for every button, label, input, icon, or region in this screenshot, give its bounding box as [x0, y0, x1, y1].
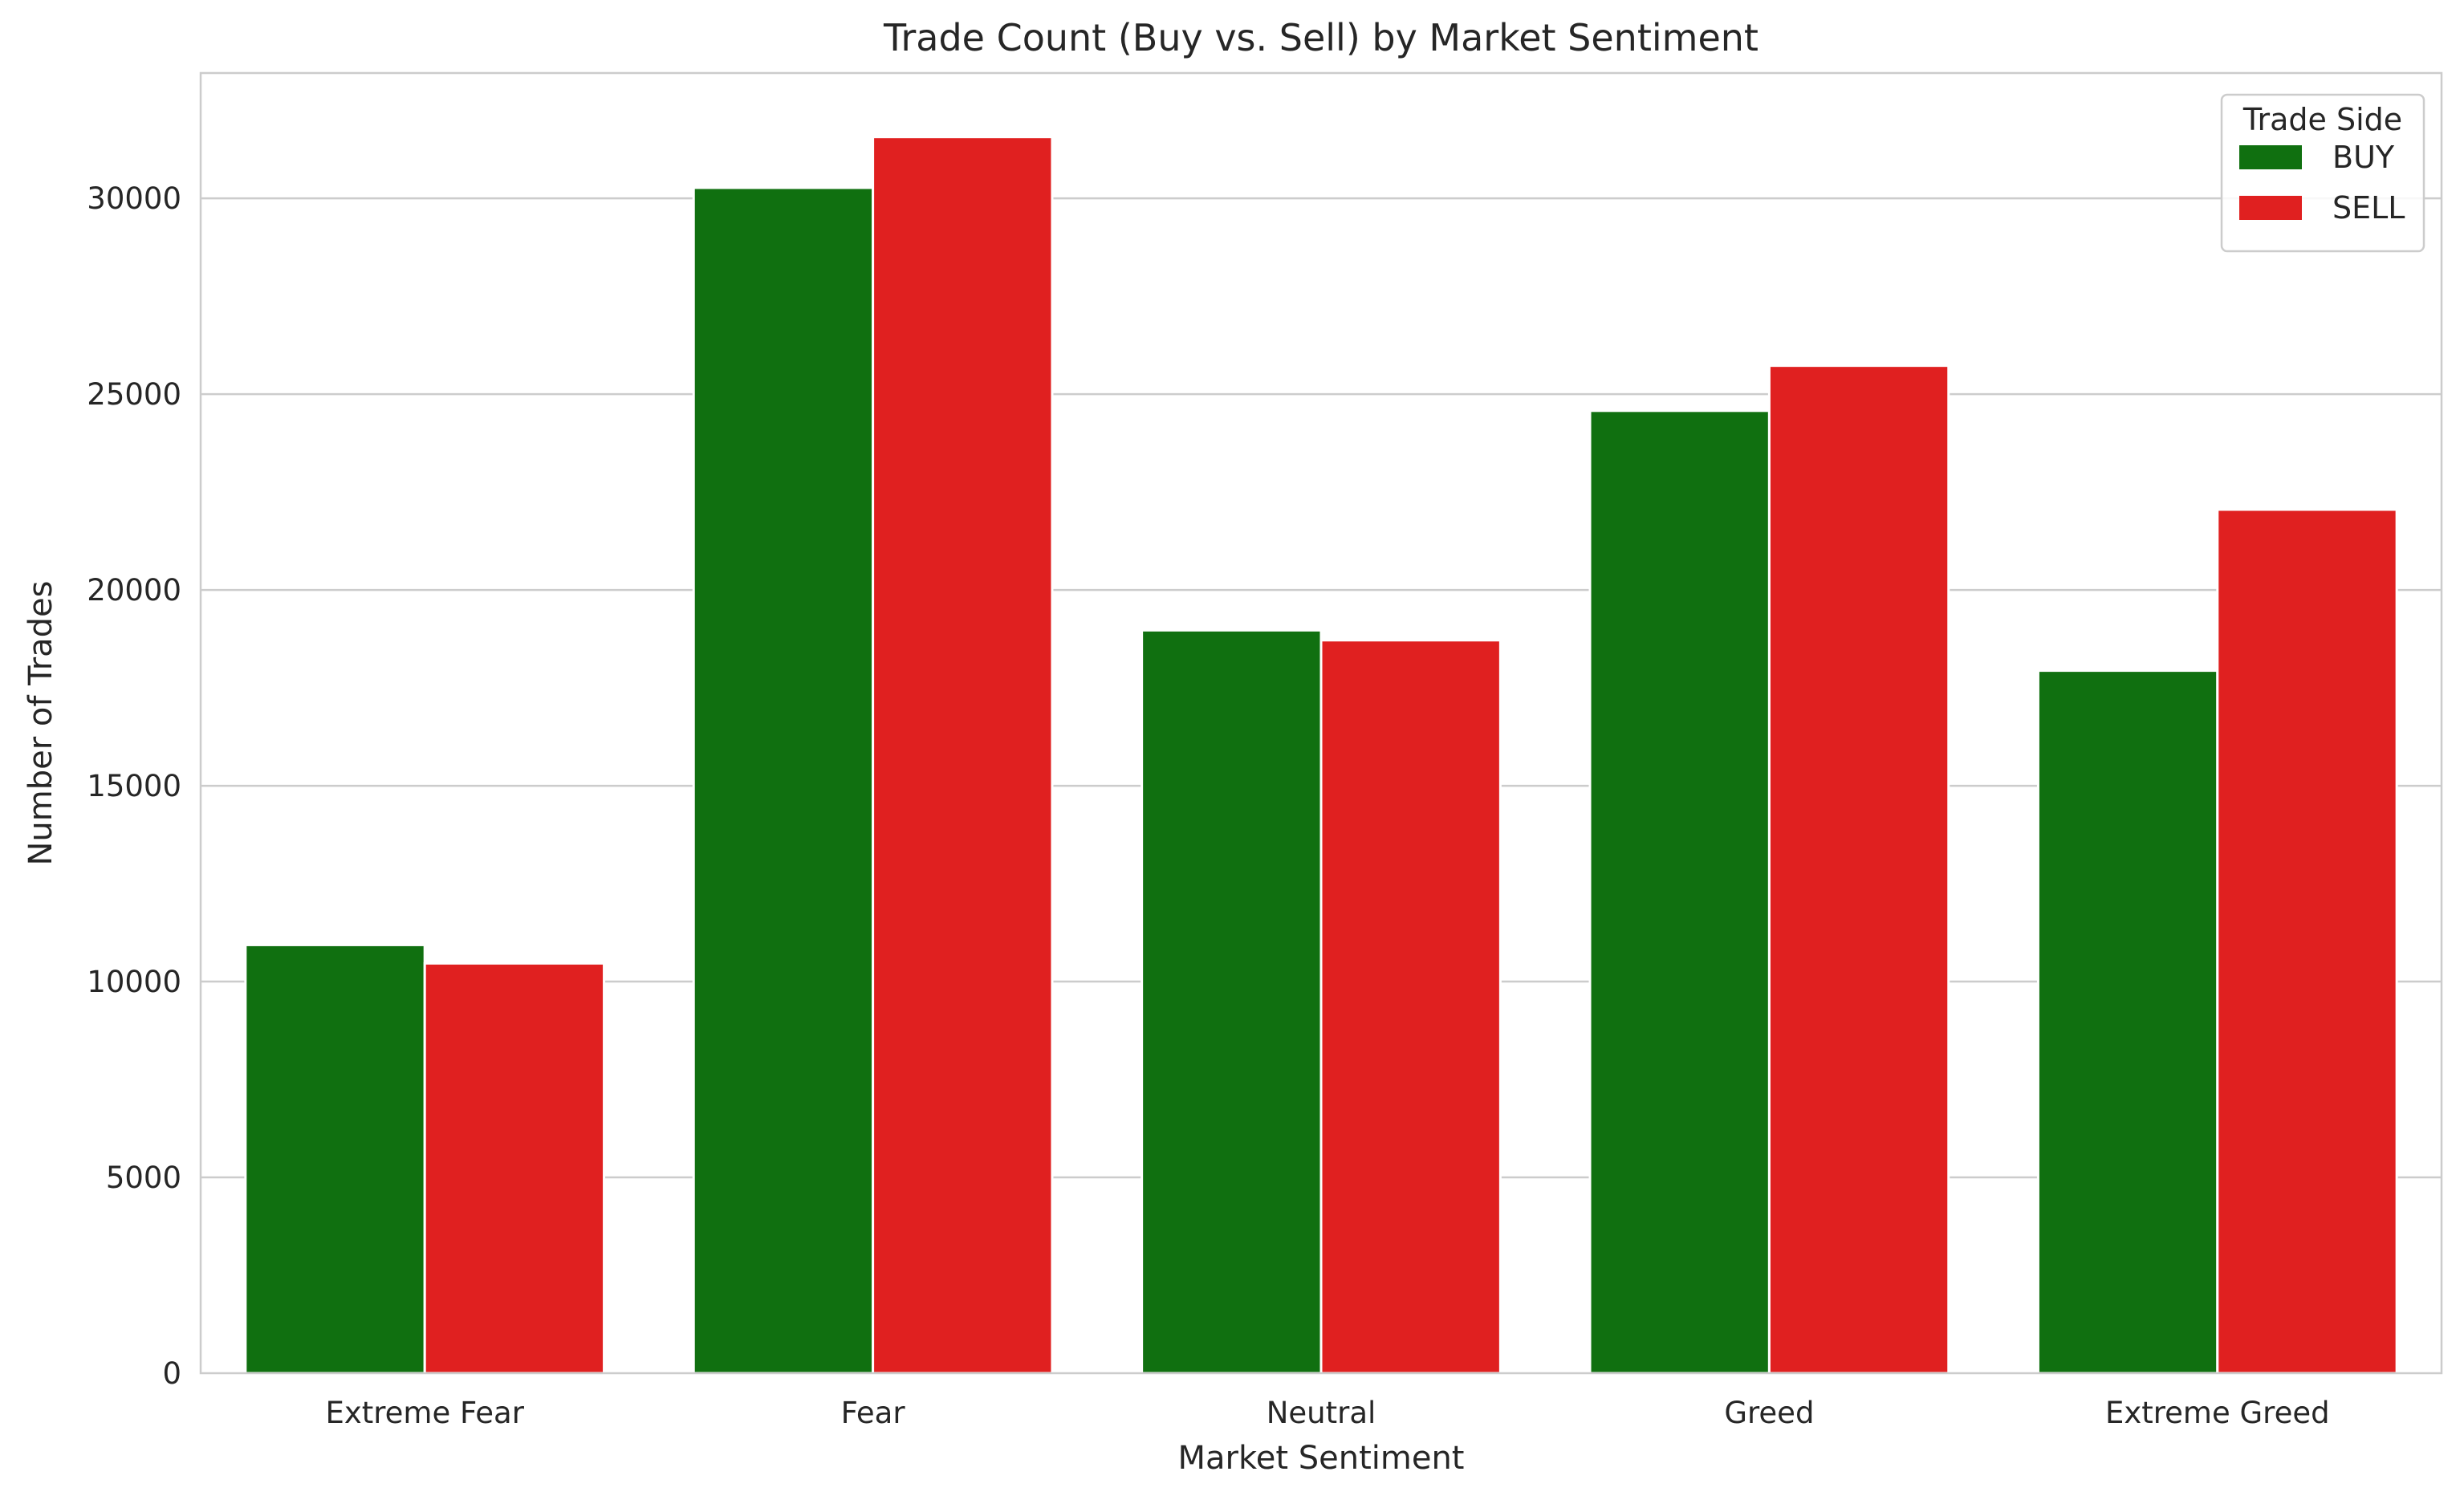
y-tick-label: 20000: [87, 573, 181, 608]
y-axis-label: Number of Trades: [22, 580, 59, 865]
x-tick-label: Greed: [1724, 1396, 1814, 1430]
legend-label-buy: BUY: [2332, 140, 2395, 175]
bar-sell: [1767, 364, 1950, 1375]
plot-frame: [199, 71, 2443, 1375]
bar-sell: [2216, 508, 2398, 1375]
y-tick-label: 25000: [87, 377, 181, 412]
bar-sell: [423, 961, 606, 1375]
x-axis-ticks: Extreme Fear Fear Neutral Greed Extreme Gree…: [325, 1396, 2329, 1430]
y-tick-label: 10000: [87, 965, 181, 999]
legend-swatch-sell: [2239, 196, 2302, 220]
x-tick-label: Extreme Fear: [325, 1396, 524, 1430]
y-tick-label: 30000: [87, 181, 181, 216]
x-tick-label: Extreme Greed: [2105, 1396, 2330, 1430]
y-tick-label: 5000: [106, 1161, 181, 1195]
bar-buy: [1141, 628, 1323, 1375]
legend-swatch-buy: [2239, 145, 2302, 169]
bar-buy: [2036, 669, 2219, 1375]
bar-buy: [692, 186, 875, 1375]
bar-sell: [1319, 639, 1502, 1375]
bar-sell: [872, 136, 1054, 1375]
y-tick-label: 15000: [87, 769, 181, 803]
legend-label-sell: SELL: [2332, 190, 2405, 226]
y-axis-ticks: 0 5000 10000 15000 20000 25000 30000: [87, 181, 181, 1391]
y-tick-label: 0: [162, 1356, 181, 1391]
chart-title: Trade Count (Buy vs. Sell) by Market Sen…: [883, 16, 1759, 59]
x-tick-label: Neutral: [1267, 1396, 1376, 1430]
bar-buy: [244, 943, 426, 1375]
x-tick-label: Fear: [841, 1396, 906, 1430]
x-axis-label: Market Sentiment: [1178, 1440, 1465, 1477]
legend: Trade Side BUY SELL: [2220, 93, 2425, 253]
bars: [244, 136, 2398, 1375]
legend-title: Trade Side: [2242, 102, 2402, 137]
bar-buy: [1588, 409, 1771, 1375]
